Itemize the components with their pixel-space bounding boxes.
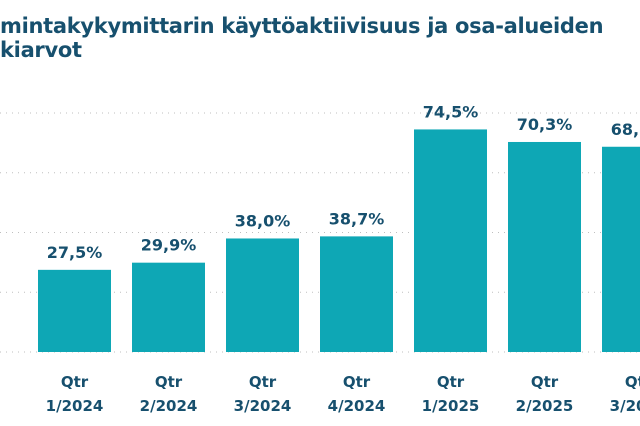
data-label: 38,0% bbox=[235, 211, 291, 230]
x-tick-label: Qtr bbox=[437, 373, 465, 391]
x-tick-label: Qtr bbox=[249, 373, 277, 391]
x-tick-label: 1/2024 bbox=[46, 397, 104, 415]
data-label: 70,3% bbox=[517, 115, 573, 134]
bar bbox=[132, 262, 205, 352]
x-tick-label: 3/2025 bbox=[610, 397, 640, 415]
x-tick-label: Qtr bbox=[625, 373, 640, 391]
chart-title-line-2: kiarvot bbox=[0, 38, 82, 62]
data-label: 29,9% bbox=[141, 236, 197, 255]
data-label: 74,5% bbox=[423, 102, 479, 121]
bar bbox=[414, 129, 487, 352]
x-tick-label: 2/2024 bbox=[140, 397, 198, 415]
data-label: 68,7% bbox=[611, 120, 640, 139]
bar bbox=[226, 238, 299, 352]
x-tick-label: 4/2024 bbox=[328, 397, 386, 415]
bar bbox=[38, 269, 111, 352]
data-label: 38,7% bbox=[329, 209, 385, 228]
x-tick-label: 2/2025 bbox=[516, 397, 574, 415]
chart-title-line-1: mintakykymittarin käyttöaktiivisuus ja o… bbox=[0, 14, 604, 38]
data-label: 27,5% bbox=[47, 243, 103, 262]
x-tick-label: Qtr bbox=[61, 373, 89, 391]
x-tick-label: Qtr bbox=[343, 373, 371, 391]
x-tick-label: Qtr bbox=[531, 373, 559, 391]
chart-title: mintakykymittarin käyttöaktiivisuus ja o… bbox=[0, 14, 604, 62]
x-tick-label: Qtr bbox=[155, 373, 183, 391]
bar bbox=[602, 146, 640, 352]
x-tick-label: 1/2025 bbox=[422, 397, 480, 415]
x-tick-label: 3/2024 bbox=[234, 397, 292, 415]
bar bbox=[320, 236, 393, 352]
bar bbox=[508, 141, 581, 352]
